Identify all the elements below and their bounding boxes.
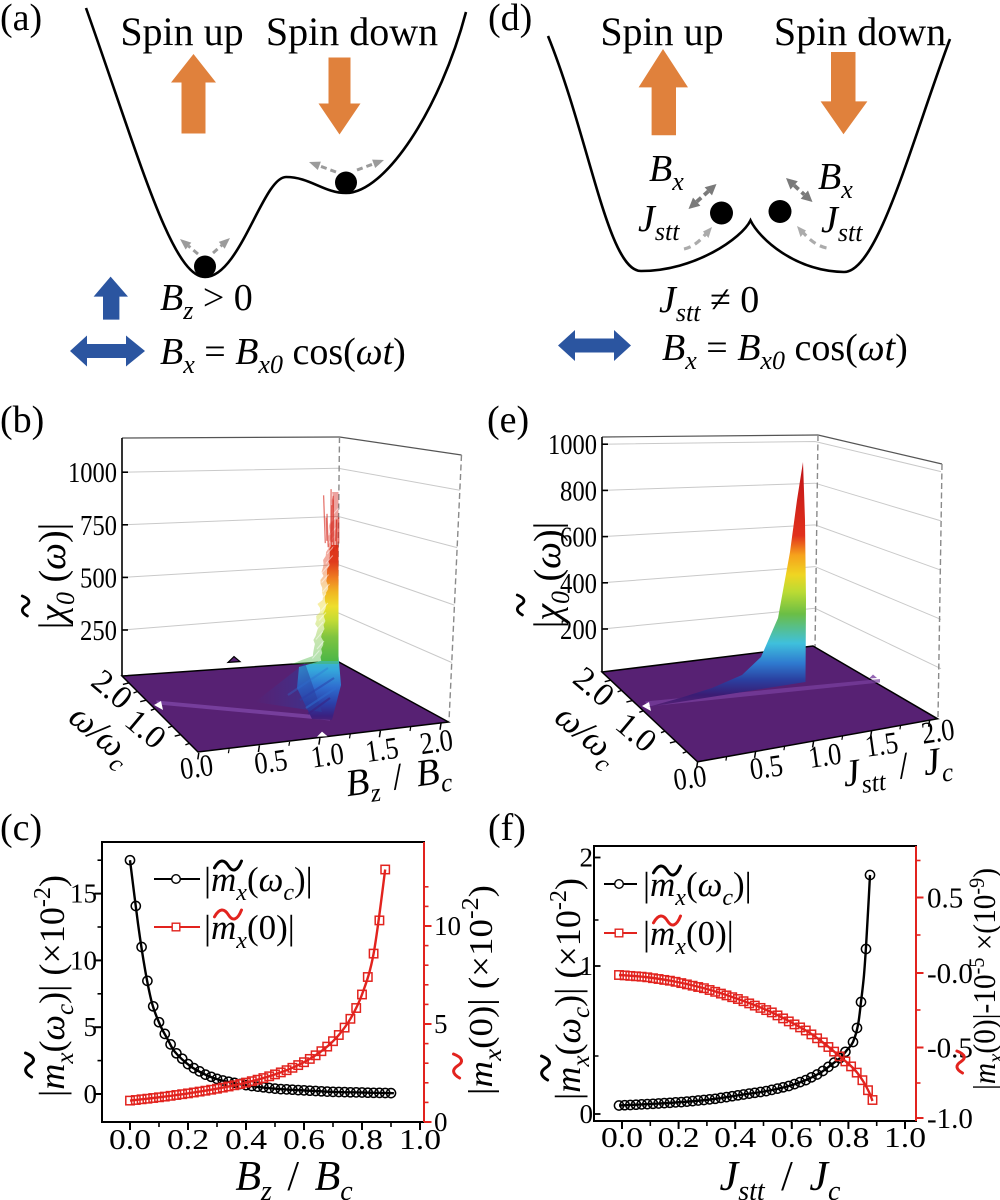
svg-text:(b): (b): [0, 399, 44, 441]
svg-text:0: 0: [84, 1079, 98, 1109]
svg-text:1.0: 1.0: [806, 736, 844, 775]
svg-text:600: 600: [560, 522, 597, 554]
svg-text:5: 5: [434, 1009, 448, 1039]
svg-text:-0.0: -0.0: [927, 958, 973, 990]
svg-text:2.0: 2.0: [418, 722, 456, 761]
svg-text:Bx = Bx0 cos(ωt): Bx = Bx0 cos(ωt): [662, 327, 908, 375]
svg-text:Bx: Bx: [649, 148, 684, 196]
svg-text:5: 5: [84, 1012, 98, 1042]
svg-text:500: 500: [80, 562, 117, 594]
svg-text:Bx = Bx0 cos(ωt): Bx = Bx0 cos(ωt): [160, 331, 406, 379]
svg-text:0: 0: [434, 1107, 448, 1137]
svg-text:0.0: 0.0: [178, 747, 216, 786]
svg-text:10: 10: [434, 911, 461, 941]
svg-text:Bz > 0: Bz > 0: [160, 277, 253, 325]
svg-text:ω/ωc: ω/ωc: [57, 696, 142, 778]
svg-text:Bx: Bx: [818, 156, 853, 204]
svg-text:|mx(ωc)| (×10-2): |mx(ωc)| (×10-2): [546, 878, 595, 1100]
svg-text:1.0: 1.0: [309, 735, 347, 774]
svg-text:Spin up: Spin up: [120, 9, 243, 54]
svg-text:0.0: 0.0: [671, 758, 709, 797]
svg-text:Spin up: Spin up: [600, 9, 723, 54]
svg-text:2: 2: [580, 843, 594, 873]
svg-text:Jstt: Jstt: [821, 199, 863, 247]
svg-text:800: 800: [560, 475, 597, 507]
svg-text:0.4: 0.4: [225, 1125, 267, 1156]
svg-text:Spin down: Spin down: [774, 9, 946, 54]
svg-text:ω/ωc: ω/ωc: [543, 696, 628, 778]
svg-text:0.8: 0.8: [827, 1123, 869, 1154]
svg-text:0.8: 0.8: [341, 1125, 383, 1156]
svg-text:Jstt / Jc: Jstt / Jc: [720, 1154, 841, 1200]
svg-text:400: 400: [560, 568, 597, 600]
svg-text:0.5: 0.5: [927, 883, 963, 915]
svg-text:1: 1: [580, 951, 594, 981]
svg-text:|mx(ωc)|: |mx(ωc)|: [204, 860, 313, 906]
svg-text:|mx(ωc)|: |mx(ωc)|: [643, 865, 752, 911]
svg-text:0.5: 0.5: [747, 747, 785, 786]
svg-text:(d): (d): [488, 0, 532, 39]
svg-text:250: 250: [80, 615, 117, 647]
svg-text:0.4: 0.4: [714, 1123, 756, 1154]
svg-text:|mx(0)|: |mx(0)|: [204, 908, 295, 954]
svg-text:0.2: 0.2: [167, 1125, 209, 1156]
svg-text:Spin down: Spin down: [266, 9, 438, 54]
svg-text:(c): (c): [0, 807, 42, 849]
svg-text:(a): (a): [0, 0, 42, 39]
svg-text:0.5: 0.5: [252, 742, 290, 781]
svg-text:200: 200: [560, 614, 597, 646]
svg-text:15: 15: [70, 879, 97, 909]
svg-text:1.5: 1.5: [363, 730, 401, 769]
svg-text:750: 750: [80, 510, 117, 542]
svg-text:|χ0 (ω)|: |χ0 (ω)|: [32, 523, 80, 630]
svg-text:1000: 1000: [548, 429, 597, 461]
svg-text:|mx(0)|: |mx(0)|: [643, 914, 734, 960]
svg-text:2.0: 2.0: [919, 711, 957, 750]
svg-text:0.6: 0.6: [771, 1123, 813, 1154]
svg-text:-1.0: -1.0: [927, 1103, 973, 1135]
svg-text:0: 0: [580, 1099, 594, 1129]
svg-text:|mx(ωc)| (×10-2): |mx(ωc)| (×10-2): [30, 875, 79, 1097]
svg-text:1.0: 1.0: [399, 1125, 441, 1156]
svg-text:10: 10: [70, 945, 97, 975]
svg-text:|mx(0)| (×10-2): |mx(0)| (×10-2): [458, 885, 507, 1095]
svg-text:0.0: 0.0: [109, 1125, 151, 1156]
svg-text:0.0: 0.0: [601, 1123, 643, 1154]
svg-text:|χ0 (ω)|: |χ0 (ω)|: [527, 522, 575, 629]
svg-text:|mx(0)|-10-5 ×(10-9): |mx(0)|-10-5 ×(10-9): [964, 868, 1000, 1090]
svg-text:0.2: 0.2: [658, 1123, 700, 1154]
svg-text:(f): (f): [488, 807, 526, 849]
svg-text:1.0: 1.0: [884, 1123, 926, 1154]
svg-text:(e): (e): [487, 399, 529, 441]
svg-text:Jstt: Jstt: [638, 198, 680, 246]
svg-text:Bz / Bc: Bz / Bc: [235, 1154, 353, 1200]
svg-text:1.5: 1.5: [863, 725, 901, 764]
svg-text:0.6: 0.6: [283, 1125, 325, 1156]
svg-text:1000: 1000: [68, 457, 117, 489]
svg-text:Jstt ≠ 0: Jstt ≠ 0: [659, 279, 759, 327]
